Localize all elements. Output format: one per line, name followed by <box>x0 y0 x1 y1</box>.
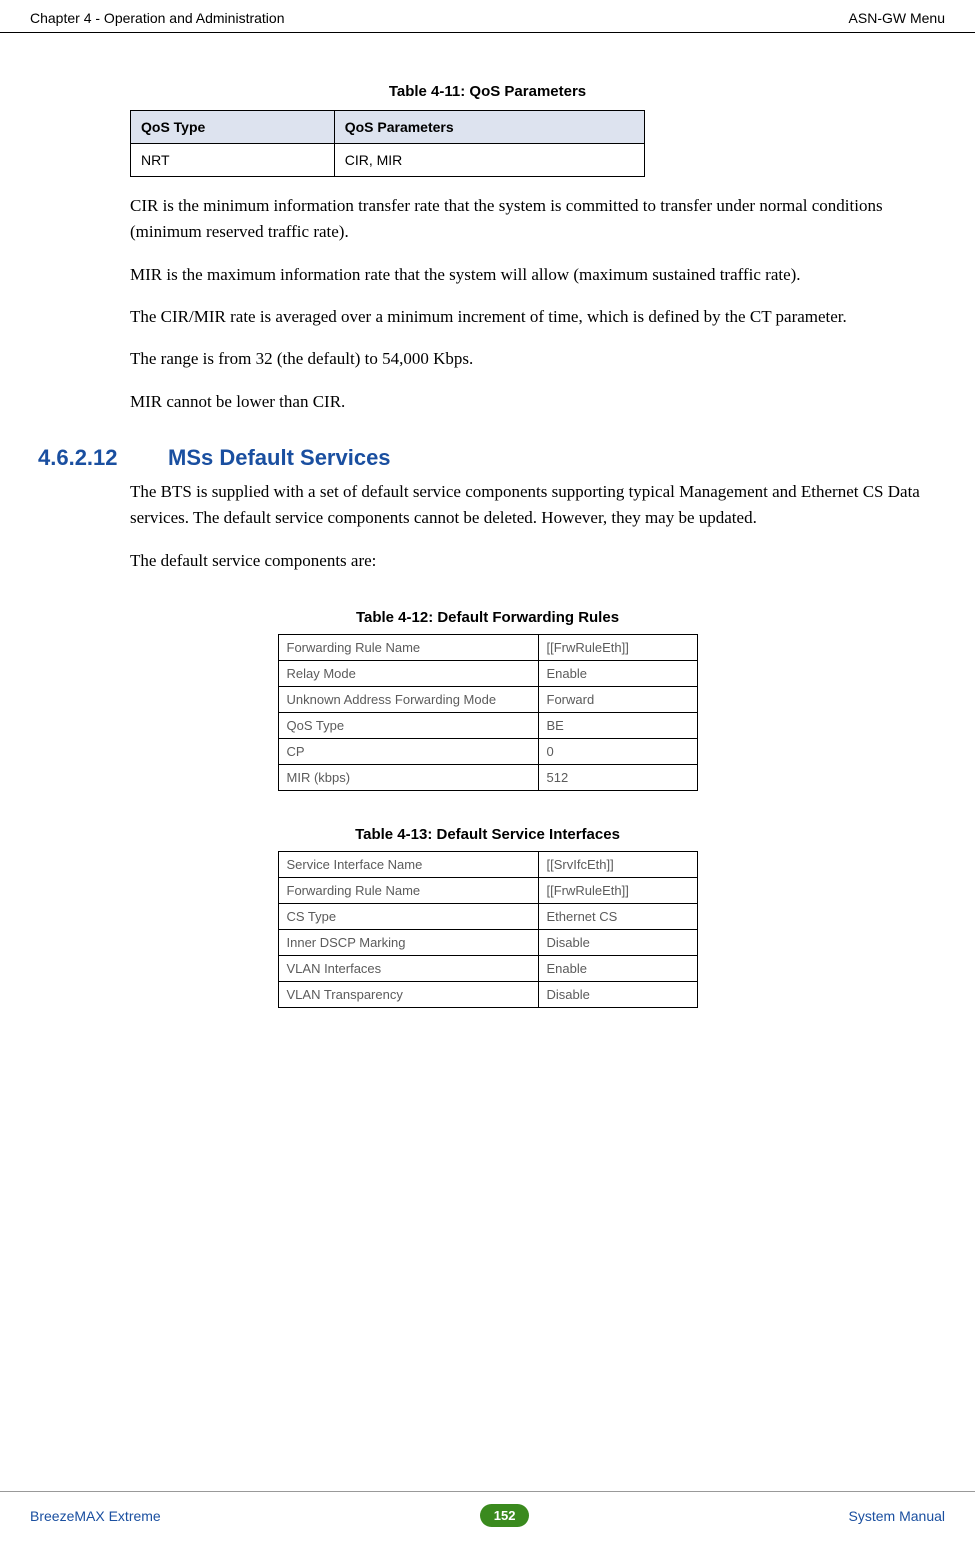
cell: [[FrwRuleEth]] <box>538 878 697 904</box>
table-row: VLAN InterfacesEnable <box>278 956 697 982</box>
qos-header-params: QoS Parameters <box>334 111 644 144</box>
fwd-table-caption: Table 4-12: Default Forwarding Rules <box>38 609 937 626</box>
page-number-badge: 152 <box>480 1504 530 1527</box>
cell: Unknown Address Forwarding Mode <box>278 687 538 713</box>
footer-right: System Manual <box>849 1508 945 1524</box>
cell: QoS Type <box>278 713 538 739</box>
table-row: CP0 <box>278 739 697 765</box>
paragraph: MIR cannot be lower than CIR. <box>130 389 937 415</box>
table-row: Service Interface Name[[SrvIfcEth]] <box>278 852 697 878</box>
table-row: Unknown Address Forwarding ModeForward <box>278 687 697 713</box>
table-row: Inner DSCP MarkingDisable <box>278 930 697 956</box>
table-row: QoS TypeBE <box>278 713 697 739</box>
qos-header-type: QoS Type <box>131 111 335 144</box>
table-row: MIR (kbps)512 <box>278 765 697 791</box>
paragraph: MIR is the maximum information rate that… <box>130 262 937 288</box>
paragraph: The range is from 32 (the default) to 54… <box>130 346 937 372</box>
table-row: Relay ModeEnable <box>278 661 697 687</box>
cell: BE <box>538 713 697 739</box>
table-row: Forwarding Rule Name[[FrwRuleEth]] <box>278 635 697 661</box>
cell: Ethernet CS <box>538 904 697 930</box>
qos-table-caption: Table 4-11: QoS Parameters <box>38 83 937 100</box>
cell: Forwarding Rule Name <box>278 878 538 904</box>
section-number: 4.6.2.12 <box>38 445 168 471</box>
footer-left: BreezeMAX Extreme <box>30 1508 161 1524</box>
qos-cell-type: NRT <box>131 144 335 177</box>
cell: Disable <box>538 982 697 1008</box>
cell: Enable <box>538 661 697 687</box>
table-row: VLAN TransparencyDisable <box>278 982 697 1008</box>
paragraph: CIR is the minimum information transfer … <box>130 193 937 246</box>
qos-cell-params: CIR, MIR <box>334 144 644 177</box>
qos-parameters-table: QoS Type QoS Parameters NRT CIR, MIR <box>130 110 645 177</box>
page-footer: BreezeMAX Extreme 152 System Manual <box>0 1491 975 1527</box>
cell: 512 <box>538 765 697 791</box>
cell: VLAN Transparency <box>278 982 538 1008</box>
section-title: MSs Default Services <box>168 445 391 471</box>
header-right: ASN-GW Menu <box>849 10 945 26</box>
section-heading: 4.6.2.12 MSs Default Services <box>38 445 937 471</box>
cell: VLAN Interfaces <box>278 956 538 982</box>
cell: 0 <box>538 739 697 765</box>
paragraph: The default service components are: <box>130 548 937 574</box>
cell: Disable <box>538 930 697 956</box>
paragraph: The BTS is supplied with a set of defaul… <box>130 479 937 532</box>
cell: Forward <box>538 687 697 713</box>
table-row: CS TypeEthernet CS <box>278 904 697 930</box>
cell: Service Interface Name <box>278 852 538 878</box>
paragraph: The CIR/MIR rate is averaged over a mini… <box>130 304 937 330</box>
table-row: Forwarding Rule Name[[FrwRuleEth]] <box>278 878 697 904</box>
cell: Forwarding Rule Name <box>278 635 538 661</box>
svc-table-caption: Table 4-13: Default Service Interfaces <box>38 826 937 843</box>
forwarding-rules-table: Forwarding Rule Name[[FrwRuleEth]] Relay… <box>278 634 698 791</box>
page-header: Chapter 4 - Operation and Administration… <box>0 0 975 33</box>
cell: [[FrwRuleEth]] <box>538 635 697 661</box>
cell: [[SrvIfcEth]] <box>538 852 697 878</box>
page-content: Table 4-11: QoS Parameters QoS Type QoS … <box>0 83 975 1008</box>
table-row: NRT CIR, MIR <box>131 144 645 177</box>
cell: MIR (kbps) <box>278 765 538 791</box>
cell: Enable <box>538 956 697 982</box>
cell: Relay Mode <box>278 661 538 687</box>
cell: CS Type <box>278 904 538 930</box>
cell: CP <box>278 739 538 765</box>
service-interfaces-table: Service Interface Name[[SrvIfcEth]] Forw… <box>278 851 698 1008</box>
header-left: Chapter 4 - Operation and Administration <box>30 10 284 26</box>
cell: Inner DSCP Marking <box>278 930 538 956</box>
